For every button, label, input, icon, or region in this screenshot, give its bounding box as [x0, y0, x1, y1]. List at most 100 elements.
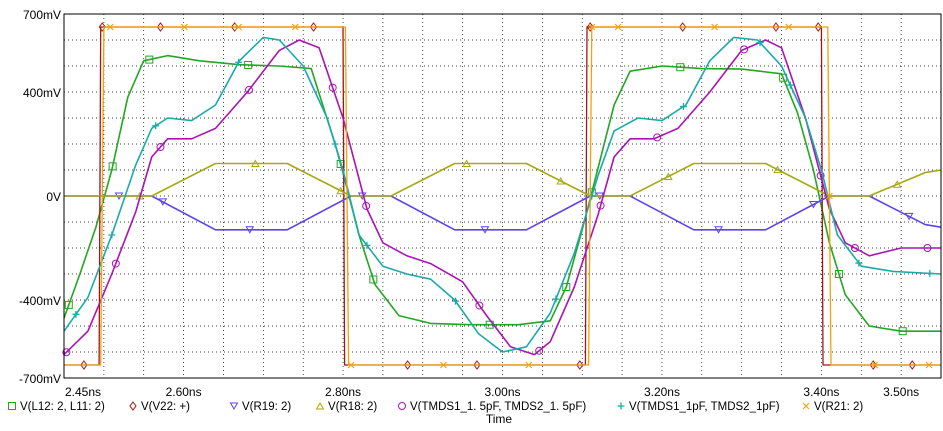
- data-point-marker: [473, 360, 481, 370]
- data-point-marker: [679, 22, 687, 32]
- data-point-marker: [663, 172, 673, 180]
- data-point-marker: [347, 361, 355, 369]
- data-point-marker: [235, 58, 243, 66]
- y-tick-label: -400mV: [19, 294, 61, 308]
- legend-label: V(R18: 2): [328, 401, 377, 413]
- data-point-marker: [398, 402, 406, 410]
- series-3: [64, 159, 942, 200]
- data-point-marker: [336, 186, 346, 195]
- data-point-marker: [235, 23, 243, 31]
- legend-item: V(V22: +): [129, 401, 190, 413]
- data-point-marker: [926, 269, 934, 277]
- data-point-marker: [711, 23, 718, 31]
- data-point-marker: [72, 310, 80, 318]
- axes: 700mV 400mV 0V -400mV -700mV 2.45ns 2.60ns 2.80…: [19, 8, 919, 399]
- data-point-marker: [576, 360, 584, 370]
- data-point-marker: [676, 63, 685, 72]
- data-point-marker: [451, 297, 459, 305]
- data-point-marker: [756, 39, 764, 47]
- plot-frame: [63, 13, 942, 379]
- data-point-marker: [814, 22, 822, 32]
- data-point-marker: [825, 192, 833, 200]
- legend-item: V(R21: 2): [802, 401, 863, 413]
- data-point-marker: [525, 361, 533, 369]
- data-point-marker: [98, 22, 106, 32]
- x-tick-label: 2.80ns: [325, 385, 361, 399]
- data-point-marker: [108, 162, 117, 171]
- legend-item: V(L12: 2, L11: 2): [8, 401, 105, 413]
- data-point-marker: [871, 361, 879, 369]
- data-point-marker: [403, 360, 412, 370]
- data-point-marker: [250, 159, 260, 167]
- legend-label: V(R21: 2): [814, 401, 863, 413]
- legend-item: V(R19: 2): [229, 401, 291, 413]
- series-line: [63, 36, 942, 353]
- data-point-marker: [64, 300, 73, 309]
- legend-label: V(TMDS1_1pF, TMDS2_1pF): [629, 401, 780, 413]
- data-point-marker: [850, 244, 859, 252]
- y-tick-label: -700mV: [19, 372, 61, 386]
- data-point-marker: [8, 402, 16, 410]
- y-tick-label: 700mV: [23, 8, 61, 22]
- x-tick-label: 3.50ns: [883, 385, 919, 399]
- data-point-marker: [679, 103, 687, 111]
- data-point-marker: [440, 361, 447, 369]
- data-point-marker: [617, 402, 625, 410]
- x-axis-label: Time: [486, 412, 513, 426]
- data-point-marker: [614, 23, 622, 31]
- data-point-marker: [588, 23, 596, 31]
- data-point-marker: [62, 348, 71, 357]
- data-point-marker: [108, 231, 116, 239]
- data-point-marker: [596, 201, 605, 210]
- legend-label: V(V22: +): [141, 401, 190, 413]
- data-point-marker: [653, 133, 662, 142]
- data-point-marker: [904, 212, 914, 221]
- data-point-marker: [315, 402, 325, 410]
- data-point-marker: [908, 360, 916, 370]
- legend-label: V(R19: 2): [242, 401, 291, 413]
- data-point-marker: [475, 301, 484, 310]
- data-point-marker: [106, 23, 114, 31]
- x-tick-label: 3.00ns: [484, 385, 520, 399]
- data-point-marker: [923, 244, 932, 252]
- x-tick-label: 2.60ns: [166, 385, 202, 399]
- series-line: [63, 39, 941, 356]
- data-point-marker: [158, 198, 168, 206]
- data-point-marker: [145, 55, 154, 64]
- x-tick-label: 3.20ns: [644, 385, 680, 399]
- data-point-marker: [809, 200, 818, 209]
- legend: V(L12: 2, L11: 2) V(V22: +) V(R19: 2) V(R18…: [8, 401, 863, 413]
- data-point-marker: [480, 226, 490, 234]
- data-point-marker: [331, 140, 339, 148]
- data-point-marker: [586, 22, 594, 32]
- legend-label: V(L12: 2, L11: 2): [20, 401, 105, 413]
- y-tick-label: 400mV: [23, 86, 61, 100]
- data-point-marker: [291, 23, 299, 31]
- data-point-marker: [244, 85, 253, 94]
- series-6: [64, 23, 941, 369]
- legend-item: V(R18: 2): [315, 401, 377, 413]
- data-point-marker: [362, 201, 371, 210]
- data-point-marker: [129, 401, 137, 411]
- legend-item: V(TMDS1_1pF, TMDS2_1pF): [617, 401, 780, 413]
- legend-item: V(TMDS1_1. 5pF, TMDS2_1. 5pF): [398, 401, 586, 413]
- data-point-marker: [892, 180, 902, 188]
- data-point-marker: [363, 241, 371, 249]
- data-point-marker: [740, 45, 749, 54]
- data-point-marker: [898, 327, 907, 336]
- x-tick-label: 3.40ns: [803, 385, 839, 399]
- data-point-marker: [309, 22, 318, 32]
- data-point-marker: [156, 142, 165, 151]
- data-point-marker: [772, 22, 780, 32]
- data-point-marker: [556, 176, 566, 185]
- series-5: [63, 36, 942, 353]
- legend-label: V(TMDS1_1. 5pF, TMDS2_1. 5pF): [410, 401, 586, 413]
- data-point-marker: [816, 171, 825, 180]
- data-point-marker: [535, 346, 544, 355]
- data-point-marker: [802, 402, 810, 410]
- data-point-marker: [244, 60, 253, 69]
- data-point-marker: [152, 122, 160, 130]
- data-point-marker: [786, 81, 794, 89]
- data-point-marker: [245, 226, 255, 234]
- data-point-marker: [562, 283, 571, 291]
